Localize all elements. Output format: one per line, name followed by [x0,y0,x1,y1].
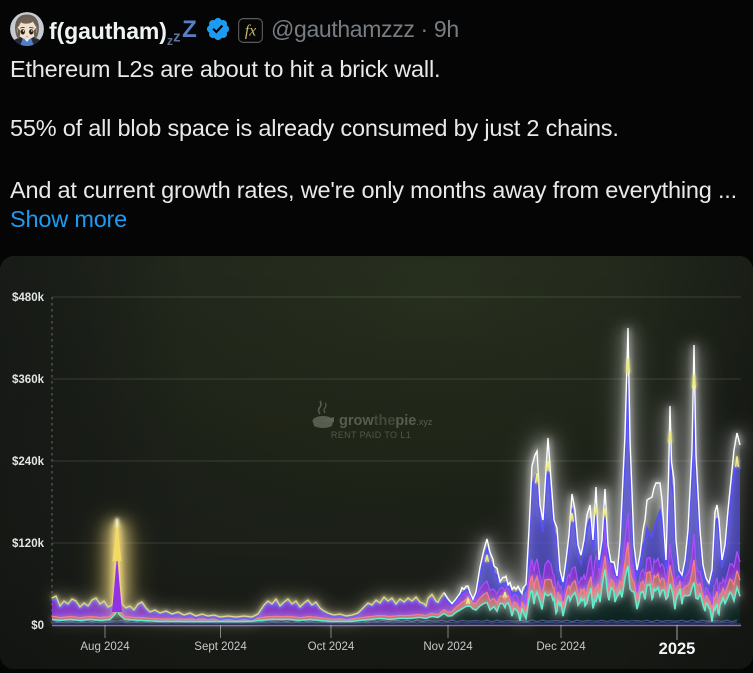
svg-text:Oct 2024: Oct 2024 [308,641,355,653]
svg-text:$0: $0 [31,620,44,632]
svg-text:Dec 2024: Dec 2024 [536,641,586,653]
svg-text:$120k: $120k [12,538,45,550]
svg-text:Nov 2024: Nov 2024 [423,641,473,653]
svg-text:RENT PAID TO L1: RENT PAID TO L1 [331,430,411,440]
svg-text:growthepie.xyz: growthepie.xyz [339,413,433,429]
svg-text:$240k: $240k [12,456,45,468]
svg-text:Aug 2024: Aug 2024 [80,641,130,653]
svg-text:2025: 2025 [659,640,696,658]
svg-text:fx: fx [245,22,256,39]
svg-text:$360k: $360k [12,374,45,386]
svg-text:$480k: $480k [12,292,45,304]
svg-text:Sept 2024: Sept 2024 [194,641,247,653]
